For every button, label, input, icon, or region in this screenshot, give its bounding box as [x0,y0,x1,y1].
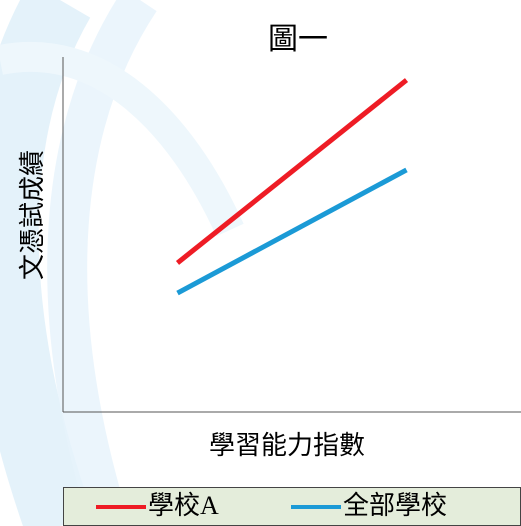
legend-label: 學校A [148,491,219,520]
chart-title: 圖一 [268,23,328,56]
swoosh [0,41,244,237]
y-axis-label: 文憑試成績 [18,150,47,280]
swoosh [47,0,157,526]
series-line [175,78,409,265]
series-line [176,167,408,296]
x-axis-label: 學習能力指數 [209,431,365,460]
legend-label: 全部學校 [343,491,447,520]
background-decoration [0,0,244,526]
